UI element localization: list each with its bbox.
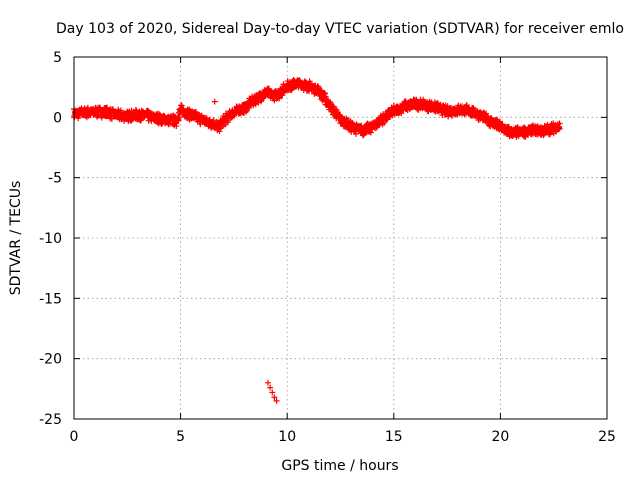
y-tick-label: 0 [53, 110, 62, 126]
data-point [173, 123, 180, 130]
y-tick-label: 5 [53, 50, 62, 66]
grid [74, 57, 607, 419]
x-tick-label: 0 [70, 429, 79, 445]
y-axis-label: SDTVAR / TECUs [8, 181, 24, 296]
data-point [556, 125, 563, 132]
y-tick-label: -15 [39, 291, 62, 307]
data-point [271, 394, 278, 401]
data-point [269, 389, 276, 396]
data-point [447, 104, 454, 111]
data-point [225, 119, 232, 126]
data-point [117, 107, 124, 114]
data-point [265, 379, 272, 386]
x-tick-label: 20 [491, 429, 509, 445]
data-point [556, 120, 563, 127]
x-tick-label: 5 [176, 429, 185, 445]
data-points [71, 76, 563, 404]
data-point [211, 98, 218, 105]
x-tick-label: 25 [598, 429, 616, 445]
x-tick-label: 15 [385, 429, 403, 445]
y-tick-label: -25 [39, 412, 62, 428]
x-tick-label: 10 [278, 429, 296, 445]
data-point [352, 130, 359, 137]
data-point [255, 99, 262, 106]
x-axis-label: GPS time / hours [281, 458, 398, 474]
data-point [267, 384, 274, 391]
chart-title: Day 103 of 2020, Sidereal Day-to-day VTE… [56, 21, 624, 37]
y-tick-label: -20 [39, 352, 62, 368]
plot-border [73, 56, 608, 420]
axis-ticks: 0 5 10 15 20 25 5 0 -5 -10 -15 -20 -25 [39, 50, 616, 445]
y-tick-label: -10 [39, 231, 62, 247]
y-tick-label: -5 [48, 171, 62, 187]
data-point [273, 397, 280, 404]
